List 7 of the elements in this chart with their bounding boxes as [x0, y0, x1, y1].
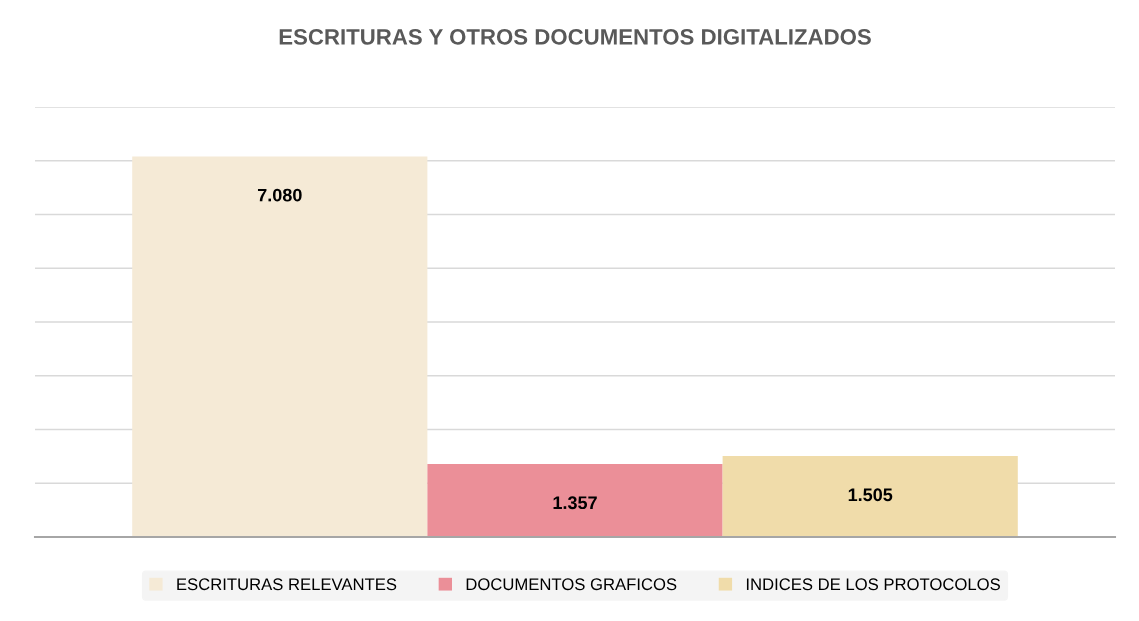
legend-label: ESCRITURAS RELEVANTES	[177, 578, 397, 591]
data-label: 7.080	[257, 188, 302, 202]
data-label: 1.505	[848, 488, 893, 502]
legend-label: DOCUMENTOS GRAFICOS	[466, 578, 677, 591]
chart-title: ESCRITURAS Y OTROS DOCUMENTOS DIGITALIZADOS	[279, 28, 871, 45]
legend-label: INDICES DE LOS PROTOCOLOS	[746, 578, 1000, 591]
data-label: 1.357	[553, 496, 597, 510]
